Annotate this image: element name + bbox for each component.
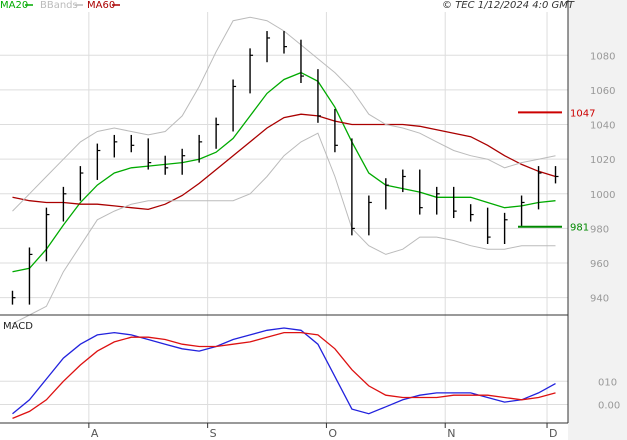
- price-tick-label: 1000: [590, 190, 615, 201]
- macd-title: MACD: [3, 321, 33, 332]
- price-tick-label: 980: [590, 224, 609, 235]
- legend-ma20-label: MA20: [0, 0, 28, 11]
- month-label: O: [328, 427, 337, 440]
- legend-bbands-label: BBands: [40, 0, 78, 11]
- ma20-line: [12, 71, 556, 273]
- price-tick-label: 1040: [590, 121, 615, 132]
- legend: MA20 BBands MA60: [0, 0, 120, 11]
- y-axis-background: [568, 0, 627, 440]
- month-label: N: [447, 427, 455, 440]
- price-tick-label: 1020: [590, 155, 615, 166]
- price-series: [12, 16, 556, 325]
- macd-series: [12, 327, 556, 420]
- signal-line: [12, 331, 556, 420]
- ma60-line: [12, 113, 556, 211]
- price-tick-label: 940: [590, 294, 609, 305]
- price-grid: [0, 12, 568, 423]
- legend-ma60-label: MA60: [87, 0, 115, 11]
- bband-upper-line: [12, 16, 556, 212]
- price-axis: 940 960 980 1000 1020 1040 1060 1080: [590, 51, 615, 304]
- macd-line: [12, 327, 556, 415]
- macd-tick-label: 010: [598, 377, 617, 388]
- month-label: S: [210, 427, 217, 440]
- macd-grid: [0, 380, 568, 405]
- price-tick-label: 1060: [590, 86, 615, 97]
- level-markers: 1047 981: [518, 108, 595, 234]
- copyright-text: © TEC 1/12/2024 4:0 GMT: [442, 0, 575, 11]
- macd-tick-label: 0.00: [598, 400, 620, 411]
- macd-axis: 0.00 010: [598, 377, 620, 411]
- price-tick-label: 960: [590, 259, 609, 270]
- month-label: D: [549, 427, 557, 440]
- level-marker-label: 1047: [570, 108, 595, 119]
- price-bars: [11, 31, 559, 305]
- price-tick-label: 1080: [590, 51, 615, 62]
- month-label: A: [91, 427, 99, 440]
- level-marker-label: 981: [570, 223, 589, 234]
- bband-lower-line: [12, 132, 556, 325]
